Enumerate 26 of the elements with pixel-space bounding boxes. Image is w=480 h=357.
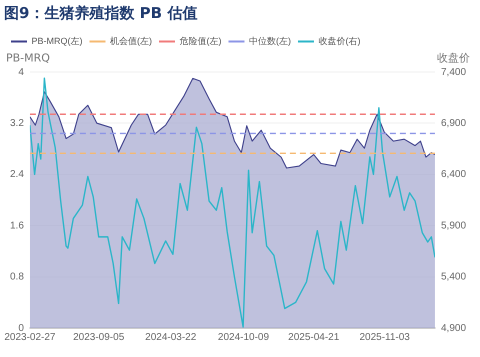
y-tick-label: 0 xyxy=(18,322,24,334)
x-tick-label: 2024-10-09 xyxy=(218,332,270,343)
y-tick-label: 3.2 xyxy=(10,118,24,129)
legend-label: 收盘价(右) xyxy=(318,36,360,46)
x-tick-label: 2025-04-21 xyxy=(288,332,340,343)
y-tick-label: 2.4 xyxy=(10,169,24,180)
legend-label: 机会值(左) xyxy=(110,36,152,46)
chart-title: 图9：生猪养殖指数 PB 估值 xyxy=(4,4,198,23)
y2-tick-label: 4,900 xyxy=(440,322,466,334)
y2-tick-label: 7,400 xyxy=(440,66,466,78)
y2-tick-label: 5,900 xyxy=(440,220,466,232)
y-tick-label: 0.8 xyxy=(10,272,24,283)
legend-label: PB-MRQ(左) xyxy=(32,36,82,46)
legend-label: 危险值(左) xyxy=(179,36,222,46)
y-axis-title: PB-MRQ xyxy=(6,51,50,64)
x-tick-label: 2023-02-27 xyxy=(4,332,56,343)
y2-tick-label: 5,400 xyxy=(440,272,466,283)
legend-label: 中位数(左) xyxy=(248,36,291,46)
y2-axis-title: 收盘价 xyxy=(437,51,470,64)
y-tick-label: 4 xyxy=(18,66,24,78)
y-tick-label: 1.6 xyxy=(10,220,24,232)
x-tick-label: 2025-11-03 xyxy=(359,332,410,343)
y2-tick-label: 6,400 xyxy=(440,169,466,180)
y2-tick-label: 6,900 xyxy=(440,118,466,129)
x-tick-label: 2023-09-05 xyxy=(73,332,125,343)
x-tick-label: 2024-03-22 xyxy=(145,332,197,343)
